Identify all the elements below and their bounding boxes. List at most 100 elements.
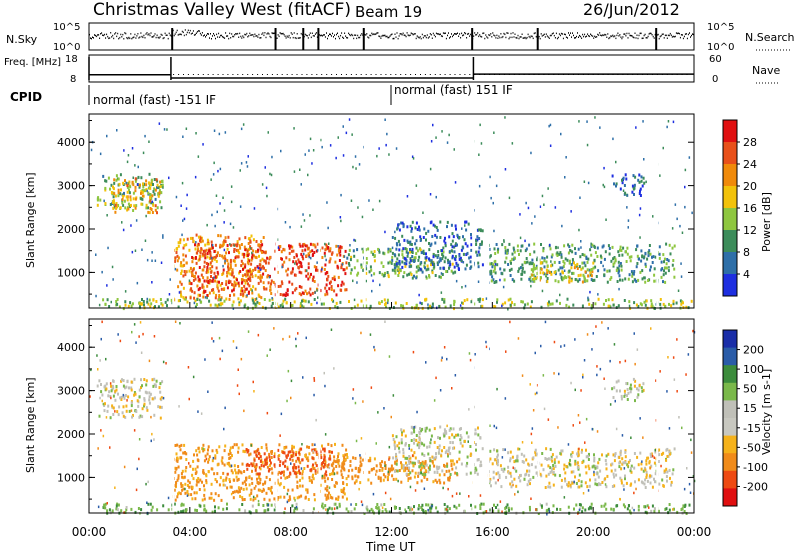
noise-point (206, 34, 207, 37)
scatter-cell (449, 427, 452, 431)
scatter-cell (666, 470, 669, 474)
scatter-cell (458, 236, 461, 239)
scatter-cell (235, 248, 238, 252)
scatter-cell (555, 455, 558, 459)
data-gap (656, 114, 659, 308)
scatter-cell (259, 247, 262, 250)
scatter-cell (509, 297, 512, 301)
scatter-cell (384, 303, 387, 306)
scatter-cell (130, 388, 133, 392)
scatter-cell (510, 474, 513, 478)
speckle-cell (378, 199, 381, 203)
freq-right-tick-bottom: 0 (712, 74, 718, 85)
noise-point (269, 35, 271, 38)
scatter-cell (150, 197, 153, 201)
scatter-cell (310, 479, 313, 483)
speckle-cell (309, 214, 311, 217)
scatter-cell (531, 262, 534, 266)
speckle-cell (502, 285, 505, 289)
scatter-cell (420, 479, 423, 483)
scatter-cell (644, 280, 647, 284)
nave-point (99, 74, 101, 75)
scatter-cell (122, 405, 125, 409)
noise-point (675, 32, 677, 34)
scatter-cell (370, 250, 373, 254)
speckle-cell (543, 203, 545, 206)
scatter-cell (448, 266, 450, 270)
scatter-cell (302, 305, 305, 309)
speckle-cell (541, 194, 544, 198)
scatter-cell (574, 462, 577, 466)
scatter-cell (398, 507, 401, 510)
noise-point (550, 34, 552, 37)
scatter-cell (591, 465, 594, 469)
noise-point (685, 33, 687, 35)
scatter-cell (337, 275, 340, 279)
noise-point (546, 35, 548, 37)
noise-point (108, 37, 110, 40)
scatter-cell (117, 177, 120, 181)
scatter-cell (202, 285, 205, 289)
scatter-cell (159, 185, 162, 189)
scatter-cell (421, 442, 424, 446)
scatter-cell (588, 484, 591, 488)
scatter-cell (229, 485, 232, 489)
scatter-cell (116, 205, 119, 209)
noise-point (126, 37, 128, 39)
noise-point (478, 35, 480, 38)
scatter-cell (351, 475, 354, 479)
scatter-cell (413, 461, 416, 465)
scatter-cell (650, 304, 653, 308)
scatter-cell (549, 466, 552, 470)
noise-point (594, 35, 596, 38)
noise-point (515, 36, 517, 39)
scatter-cell (356, 259, 359, 263)
scatter-cell (127, 304, 130, 308)
scatter-cell (628, 300, 631, 304)
scatter-cell (641, 184, 644, 188)
scatter-cell (574, 459, 577, 463)
scatter-cell (195, 483, 198, 487)
speckle-cell (101, 270, 103, 274)
speckle-cell (525, 201, 527, 205)
scatter-cell (457, 266, 460, 270)
noise-point (530, 35, 532, 37)
scatter-cell (495, 506, 497, 509)
noise-point (174, 33, 176, 35)
scatter-cell (277, 457, 280, 461)
speckle-cell (193, 301, 196, 305)
noise-point (201, 32, 203, 34)
scatter-cell (312, 275, 315, 279)
scatter-cell (299, 304, 302, 308)
scatter-cell (658, 448, 661, 452)
scatter-cell (435, 235, 438, 239)
scatter-cell (222, 271, 225, 275)
speckle-cell (605, 218, 607, 221)
scatter-cell (562, 260, 565, 263)
scatter-cell (459, 256, 462, 260)
scatter-cell (640, 462, 643, 466)
scatter-cell (237, 281, 240, 285)
scatter-cell (246, 467, 249, 471)
scatter-cell (287, 450, 290, 454)
noise-point (437, 33, 439, 35)
noise-point (662, 33, 664, 35)
scatter-cell (338, 246, 341, 250)
scatter-cell (237, 255, 239, 259)
scatter-cell (337, 461, 340, 465)
noise-point (568, 32, 569, 34)
scatter-cell (390, 261, 393, 265)
scatter-cell (286, 475, 289, 479)
speckle-cell (602, 183, 604, 187)
scatter-cell (649, 268, 652, 272)
scatter-cell (298, 242, 301, 246)
noise-point (538, 35, 540, 38)
noise-point (210, 33, 211, 35)
scatter-cell (180, 482, 183, 486)
scatter-cell (516, 455, 519, 459)
scatter-cell (394, 301, 397, 305)
scatter-cell (216, 472, 219, 476)
scatter-cell (566, 483, 568, 487)
scatter-cell (630, 270, 633, 274)
